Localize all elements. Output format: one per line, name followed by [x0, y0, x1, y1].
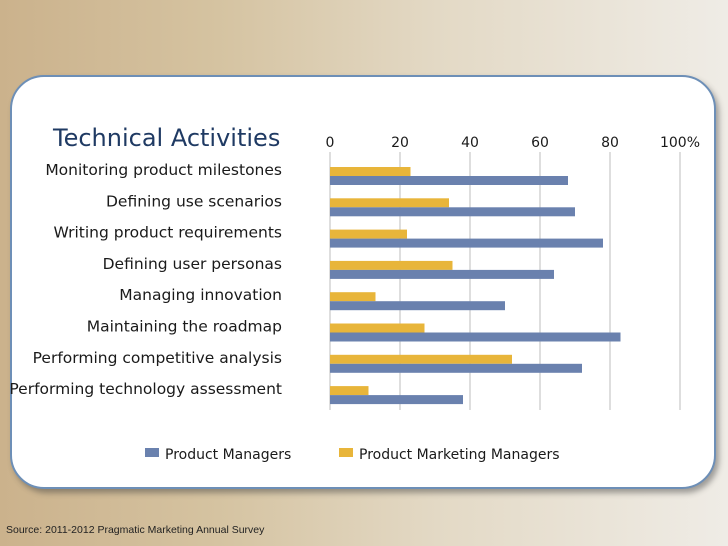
bar-product-marketing-managers [330, 292, 376, 302]
category-label: Performing competitive analysis [33, 349, 282, 367]
legend-swatch-product-marketing-managers [339, 448, 353, 457]
bar-product-marketing-managers [330, 229, 407, 239]
legend-swatch-product-managers [145, 448, 159, 457]
category-label: Maintaining the roadmap [87, 318, 282, 336]
x-tick-label: 60 [531, 135, 549, 151]
bar-product-managers [330, 238, 603, 248]
x-tick-label: 80 [601, 135, 619, 151]
legend-label-product-marketing-managers: Product Marketing Managers [359, 447, 560, 463]
bar-product-marketing-managers [330, 260, 453, 270]
bar-product-managers [330, 332, 621, 342]
category-label: Managing innovation [119, 286, 282, 304]
bar-product-managers [330, 176, 568, 185]
x-tick-label: 0 [326, 135, 335, 151]
bar-product-managers [330, 301, 505, 311]
category-label: Defining use scenarios [106, 192, 282, 210]
bar-product-marketing-managers [330, 323, 425, 333]
x-tick-label: 40 [461, 135, 479, 151]
bar-product-marketing-managers [330, 386, 369, 396]
bar-product-marketing-managers [330, 167, 411, 176]
bar-product-managers [330, 395, 463, 405]
bar-product-marketing-managers [330, 354, 512, 364]
category-label: Performing technology assessment [9, 380, 282, 398]
source-note: Source: 2011-2012 Pragmatic Marketing An… [6, 524, 265, 536]
x-tick-label: 20 [391, 135, 409, 151]
bar-product-managers [330, 363, 582, 373]
legend-label-product-managers: Product Managers [165, 447, 291, 463]
bar-product-managers [330, 269, 554, 279]
category-label: Defining user personas [103, 255, 282, 273]
bar-product-managers [330, 207, 575, 217]
bar-product-marketing-managers [330, 198, 449, 208]
category-label: Monitoring product milestones [45, 161, 282, 179]
chart-title: Technical Activities [52, 124, 280, 152]
category-label: Writing product requirements [53, 224, 282, 242]
x-tick-label: 100% [660, 135, 700, 151]
chart-card [10, 75, 716, 489]
